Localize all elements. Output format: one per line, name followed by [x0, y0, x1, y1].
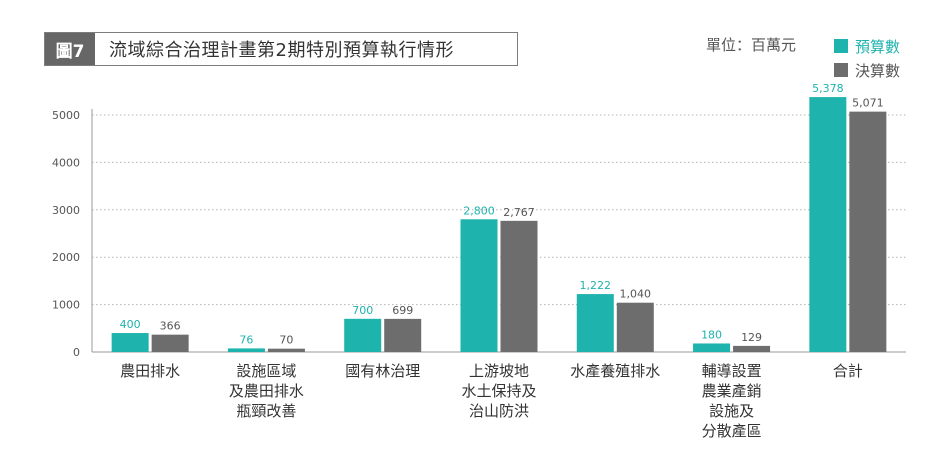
y-tick-label: 4000 [52, 156, 80, 169]
bar-budget [693, 343, 731, 352]
category-label-line: 及農田排水 [229, 382, 304, 400]
data-label-budget: 5,378 [812, 82, 844, 95]
data-label-actual: 699 [392, 304, 413, 317]
category-label: 合計 [833, 362, 863, 380]
category-label-line: 瓶頸改善 [236, 402, 296, 420]
unit-label: 單位：百萬元 [706, 36, 797, 54]
bar-budget [344, 318, 382, 352]
category-label-line: 合計 [833, 362, 863, 380]
category-label-line: 治山防洪 [469, 402, 529, 420]
y-tick-label: 3000 [52, 204, 80, 217]
category-label-line: 設施區域 [236, 362, 296, 380]
legend: 預算數 決算數 [834, 34, 900, 82]
legend-swatch-budget [834, 39, 848, 53]
category-label-line: 分散產區 [702, 422, 762, 440]
data-label-actual: 2,767 [503, 206, 535, 219]
category-label-line: 農田排水 [120, 362, 180, 380]
bar-actual [267, 348, 305, 352]
data-label-actual: 1,040 [620, 288, 652, 301]
bar-budget [227, 348, 265, 352]
category-label: 輔導設置農業產銷設施及分散產區 [702, 362, 762, 440]
category-label-line: 輔導設置 [702, 362, 762, 380]
category-label-line: 國有林治理 [345, 362, 420, 380]
data-label-budget: 700 [352, 304, 373, 317]
category-label-line: 農業產銷 [702, 382, 762, 400]
data-label-budget: 76 [239, 333, 253, 346]
bar-actual [151, 334, 189, 352]
legend-label-actual: 決算數 [855, 61, 901, 80]
category-label: 國有林治理 [345, 362, 420, 380]
category-label: 農田排水 [120, 362, 180, 380]
category-label-line: 上游坡地 [469, 362, 529, 380]
bar-budget [460, 219, 498, 352]
category-label-line: 水產養殖排水 [570, 362, 660, 380]
y-tick-label: 2000 [52, 251, 80, 264]
bar-actual [616, 302, 654, 352]
data-label-budget: 180 [701, 328, 722, 341]
y-tick-label: 1000 [52, 299, 80, 312]
legend-item-actual: 決算數 [834, 58, 900, 82]
bar-budget [809, 97, 847, 353]
data-label-budget: 1,222 [580, 279, 612, 292]
category-label-line: 水土保持及 [461, 382, 536, 400]
bar-budget [576, 294, 614, 352]
category-label: 水產養殖排水 [570, 362, 660, 380]
y-tick-label: 5000 [52, 109, 80, 122]
chart-title-box: 圖7 流域綜合治理計畫第2期特別預算執行情形 [44, 32, 518, 66]
bar-budget [111, 333, 149, 352]
data-label-actual: 366 [160, 320, 181, 333]
category-label: 設施區域及農田排水瓶頸改善 [229, 362, 304, 420]
data-label-actual: 5,071 [852, 97, 884, 110]
legend-swatch-actual [834, 63, 848, 77]
chart-title: 流域綜合治理計畫第2期特別預算執行情形 [109, 40, 454, 61]
data-label-actual: 70 [279, 334, 293, 347]
category-label: 上游坡地水土保持及治山防洪 [461, 362, 536, 420]
category-label-line: 設施及 [709, 402, 754, 420]
data-label-actual: 129 [741, 331, 762, 344]
legend-label-budget: 預算數 [855, 37, 901, 56]
data-label-budget: 400 [120, 318, 141, 331]
bar-actual [384, 318, 422, 352]
legend-item-budget: 預算數 [834, 34, 900, 58]
figure-number-label: 圖7 [45, 33, 95, 65]
y-tick-label: 0 [73, 346, 80, 359]
data-label-budget: 2,800 [463, 204, 495, 217]
bar-actual [500, 220, 538, 352]
bar-actual [849, 111, 887, 352]
bar-actual [733, 345, 771, 352]
